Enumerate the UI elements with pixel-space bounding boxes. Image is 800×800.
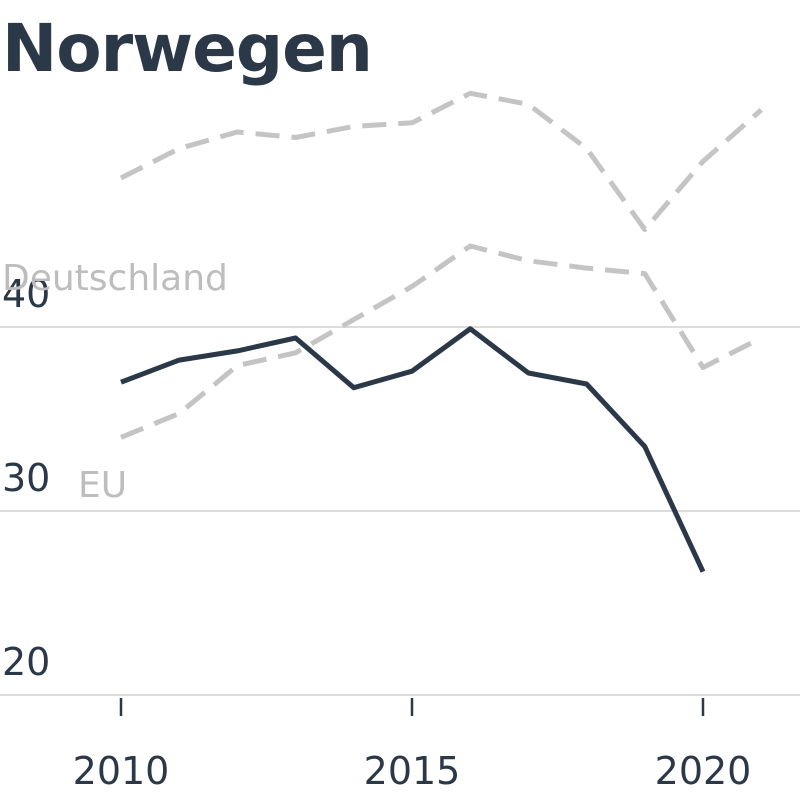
series-labels: Deutschland EU	[2, 258, 228, 506]
y-tick-label: 30	[2, 456, 50, 500]
x-tick-label: 2020	[655, 749, 752, 793]
series-line-norwegen	[120, 326, 706, 573]
grid-lines	[0, 326, 800, 696]
y-tick-label: 40	[2, 272, 50, 316]
series-label-eu: EU	[78, 465, 127, 506]
series-line-eu	[120, 243, 763, 440]
series-line-deutschland	[119, 90, 763, 232]
y-tick-label: 20	[2, 640, 50, 684]
x-tick-label: 2010	[73, 749, 170, 793]
y-axis-ticks: 20 30 40	[2, 272, 50, 684]
x-axis-ticks: 2010 2015 2020	[73, 698, 752, 793]
series-lines	[119, 90, 763, 573]
series-label-deutschland: Deutschland	[2, 258, 228, 299]
x-tick-label: 2015	[364, 749, 461, 793]
chart-title: Norwegen	[2, 10, 373, 87]
